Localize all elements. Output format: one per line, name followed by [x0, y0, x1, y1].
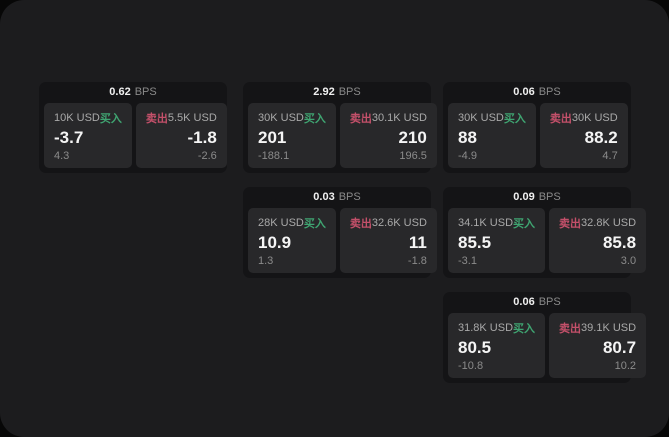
- spread-header: 0.06 BPS: [448, 82, 626, 103]
- sell-delta: -2.6: [197, 150, 217, 162]
- buy-price: 88: [458, 127, 477, 147]
- quote-panels: 28K USD 买入 10.9 1.3 卖出 32.6K USD 11 -1.8: [248, 208, 437, 273]
- quote-panels: 34.1K USD 买入 85.5 -3.1 卖出 32.8K USD 85.8…: [448, 208, 647, 273]
- buy-price: 10.9: [258, 232, 292, 252]
- sell-tile[interactable]: 卖出 5.5K USD -1.8 -2.6: [135, 103, 227, 168]
- sell-price: 88.2: [584, 127, 618, 147]
- spread-value: 0.06: [513, 86, 535, 98]
- buy-side-label: 买入: [513, 218, 536, 230]
- spread-value: 0.09: [513, 191, 535, 203]
- sell-tile[interactable]: 卖出 30K USD 88.2 4.7: [539, 103, 628, 168]
- buy-side-label: 买入: [99, 113, 122, 125]
- spread-value: 0.03: [313, 191, 335, 203]
- buy-price: 201: [258, 127, 287, 147]
- sell-price: 80.7: [602, 337, 637, 357]
- spread-unit-label: BPS: [538, 296, 561, 308]
- quote-panels: 10K USD 买入 -3.7 4.3 卖出 5.5K USD -1.8 -2.…: [44, 103, 227, 168]
- buy-tile[interactable]: 28K USD 买入 10.9 1.3: [248, 208, 336, 273]
- buy-notional: 34.1K USD: [458, 217, 514, 229]
- quote-card-2: 2.92 BPS 30K USD 买入 201 -188.1 卖出 30.1K …: [243, 82, 437, 173]
- sell-price: 11: [408, 232, 427, 252]
- buy-tile[interactable]: 10K USD 买入 -3.7 4.3: [44, 103, 132, 168]
- buy-side-label: 买入: [303, 113, 326, 125]
- sell-tile[interactable]: 卖出 39.1K USD 80.7 10.2: [549, 313, 647, 378]
- buy-side-label: 买入: [303, 218, 326, 230]
- buy-side-label: 买入: [503, 113, 526, 125]
- sell-price: 210: [398, 127, 427, 147]
- buy-delta: -188.1: [258, 150, 290, 162]
- sell-delta: 3.0: [620, 255, 637, 267]
- spread-unit-label: BPS: [338, 86, 361, 98]
- quote-panels: 31.8K USD 买入 80.5 -10.8 卖出 39.1K USD 80.…: [448, 313, 647, 378]
- sell-delta: 4.7: [602, 150, 618, 162]
- sell-tile[interactable]: 卖出 32.6K USD 11 -1.8: [339, 208, 437, 273]
- spread-unit-label: BPS: [538, 191, 561, 203]
- buy-tile[interactable]: 30K USD 买入 88 -4.9: [448, 103, 536, 168]
- buy-delta: -3.1: [458, 255, 477, 267]
- sell-notional: 30K USD: [571, 112, 618, 124]
- spread-unit-label: BPS: [538, 86, 561, 98]
- buy-tile[interactable]: 30K USD 买入 201 -188.1: [248, 103, 336, 168]
- quote-card-4: 0.03 BPS 28K USD 买入 10.9 1.3 卖出 32.6K US…: [243, 187, 437, 278]
- spread-header: 0.03 BPS: [248, 187, 426, 208]
- sell-side-label: 卖出: [349, 218, 372, 230]
- sell-delta: -1.8: [407, 255, 427, 267]
- sell-side-label: 卖出: [145, 113, 168, 125]
- sell-delta: 196.5: [399, 150, 427, 162]
- spread-header: 0.62 BPS: [44, 82, 222, 103]
- buy-side-label: 买入: [513, 323, 536, 335]
- sell-notional: 30.1K USD: [371, 112, 427, 124]
- sell-side-label: 卖出: [549, 113, 572, 125]
- buy-price: -3.7: [54, 127, 84, 147]
- spread-unit-label: BPS: [134, 86, 157, 98]
- sell-notional: 32.8K USD: [581, 217, 637, 229]
- buy-delta: -10.8: [458, 360, 484, 372]
- spread-value: 0.06: [513, 296, 535, 308]
- buy-price: 80.5: [458, 337, 492, 357]
- buy-notional: 30K USD: [458, 112, 504, 124]
- buy-notional: 31.8K USD: [458, 322, 514, 334]
- spread-unit-label: BPS: [338, 191, 361, 203]
- sell-price: 85.8: [602, 232, 637, 252]
- quote-card-5: 0.09 BPS 34.1K USD 买入 85.5 -3.1 卖出 32.8K…: [443, 187, 647, 278]
- spread-value: 2.92: [313, 86, 335, 98]
- buy-delta: 4.3: [54, 150, 70, 162]
- buy-tile[interactable]: 34.1K USD 买入 85.5 -3.1: [448, 208, 546, 273]
- sell-side-label: 卖出: [559, 218, 582, 230]
- buy-delta: -4.9: [458, 150, 477, 162]
- quote-card-1: 0.62 BPS 10K USD 买入 -3.7 4.3 卖出 5.5K USD: [39, 82, 227, 173]
- spread-header: 2.92 BPS: [248, 82, 426, 103]
- quote-panels: 30K USD 买入 201 -188.1 卖出 30.1K USD 210 1…: [248, 103, 437, 168]
- buy-delta: 1.3: [258, 255, 274, 267]
- sell-tile[interactable]: 卖出 30.1K USD 210 196.5: [339, 103, 437, 168]
- buy-notional: 30K USD: [258, 112, 304, 124]
- quote-card-6: 0.06 BPS 31.8K USD 买入 80.5 -10.8 卖出 39.1…: [443, 292, 647, 383]
- buy-notional: 28K USD: [258, 217, 304, 229]
- buy-price: 85.5: [458, 232, 492, 252]
- buy-tile[interactable]: 31.8K USD 买入 80.5 -10.8: [448, 313, 546, 378]
- spread-header: 0.09 BPS: [448, 187, 626, 208]
- spread-header: 0.06 BPS: [448, 292, 626, 313]
- sell-notional: 32.6K USD: [371, 217, 427, 229]
- quote-card-3: 0.06 BPS 30K USD 买入 88 -4.9 卖出 30K USD: [443, 82, 631, 173]
- sell-notional: 39.1K USD: [581, 322, 637, 334]
- quote-panels: 30K USD 买入 88 -4.9 卖出 30K USD 88.2 4.7: [448, 103, 628, 168]
- spread-value: 0.62: [109, 86, 131, 98]
- sell-delta: 10.2: [614, 360, 637, 372]
- sell-notional: 5.5K USD: [167, 112, 217, 124]
- sell-price: -1.8: [187, 127, 217, 147]
- sell-tile[interactable]: 卖出 32.8K USD 85.8 3.0: [549, 208, 647, 273]
- buy-notional: 10K USD: [54, 112, 100, 124]
- sell-side-label: 卖出: [559, 323, 582, 335]
- sell-side-label: 卖出: [349, 113, 372, 125]
